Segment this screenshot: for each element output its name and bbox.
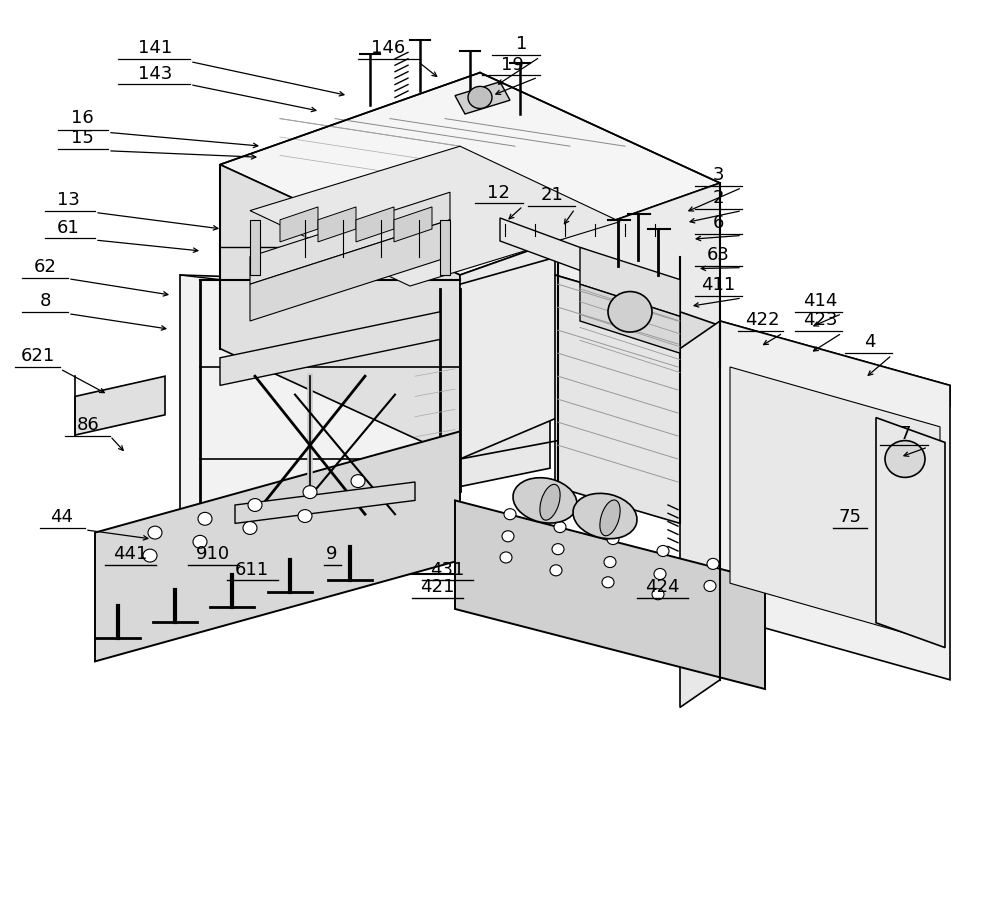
Polygon shape [318,208,356,243]
Circle shape [707,559,719,570]
Polygon shape [394,208,432,243]
Text: 12: 12 [487,184,509,202]
Circle shape [303,486,317,499]
Polygon shape [250,147,620,287]
Text: 910: 910 [196,544,230,562]
Text: 7: 7 [899,425,911,443]
Text: 6: 6 [712,213,724,232]
Circle shape [607,534,619,545]
Text: 414: 414 [803,291,837,310]
Polygon shape [876,418,945,648]
Polygon shape [250,221,260,276]
Polygon shape [455,83,510,115]
Polygon shape [680,322,720,708]
Polygon shape [500,219,680,308]
Circle shape [351,475,365,488]
Polygon shape [250,221,450,322]
Ellipse shape [600,501,620,536]
Polygon shape [460,184,720,460]
Circle shape [654,569,666,580]
Text: 44: 44 [50,507,74,526]
Circle shape [243,522,257,535]
Text: 2: 2 [712,188,724,207]
Ellipse shape [540,485,560,520]
Circle shape [554,522,566,533]
Circle shape [198,513,212,526]
Text: 4: 4 [864,333,876,351]
Circle shape [502,531,514,542]
Text: 421: 421 [420,577,454,596]
Circle shape [500,552,512,563]
Text: 611: 611 [235,560,269,578]
Text: 16: 16 [71,108,93,127]
Text: 431: 431 [430,560,464,578]
Polygon shape [440,221,450,276]
Polygon shape [580,285,680,354]
Text: 19: 19 [501,55,523,74]
Polygon shape [220,165,460,460]
Text: 422: 422 [745,311,779,329]
Circle shape [608,292,652,333]
Text: 62: 62 [34,257,56,276]
Text: 15: 15 [71,129,93,147]
Polygon shape [220,312,440,386]
Polygon shape [680,312,720,538]
Text: 146: 146 [371,39,405,57]
Polygon shape [580,248,680,317]
Circle shape [248,499,262,512]
Text: 143: 143 [138,64,172,83]
Ellipse shape [573,494,637,539]
Text: 61: 61 [57,219,79,237]
Polygon shape [720,322,950,680]
Circle shape [652,589,664,600]
Text: 21: 21 [541,186,563,204]
Polygon shape [720,322,950,406]
Circle shape [657,546,669,557]
Polygon shape [180,276,460,579]
Circle shape [143,550,157,562]
Text: 86: 86 [77,415,99,434]
Text: 423: 423 [803,311,837,329]
Text: 411: 411 [701,276,735,294]
Ellipse shape [513,478,577,524]
Circle shape [704,581,716,592]
Text: 63: 63 [707,245,729,264]
Circle shape [885,441,925,478]
Polygon shape [555,276,680,524]
Circle shape [504,509,516,520]
Text: 1: 1 [516,35,528,53]
Polygon shape [95,432,460,662]
Polygon shape [356,208,394,243]
Circle shape [148,527,162,539]
Polygon shape [250,193,450,285]
Text: 9: 9 [326,544,338,562]
Text: 441: 441 [113,544,147,562]
Circle shape [550,565,562,576]
Polygon shape [280,208,318,243]
Polygon shape [730,368,940,643]
Text: 3: 3 [712,165,724,184]
Polygon shape [460,257,550,487]
Polygon shape [235,482,415,524]
Circle shape [552,544,564,555]
Circle shape [602,577,614,588]
Circle shape [468,87,492,109]
Text: 13: 13 [57,190,79,209]
Polygon shape [455,501,765,689]
Circle shape [298,510,312,523]
Text: 424: 424 [645,577,679,596]
Circle shape [193,536,207,549]
Polygon shape [220,74,720,276]
Circle shape [604,557,616,568]
Text: 621: 621 [21,346,55,365]
Polygon shape [75,377,165,436]
Text: 8: 8 [39,291,51,310]
Polygon shape [555,257,680,312]
Text: 141: 141 [138,39,172,57]
Text: 75: 75 [838,507,862,526]
